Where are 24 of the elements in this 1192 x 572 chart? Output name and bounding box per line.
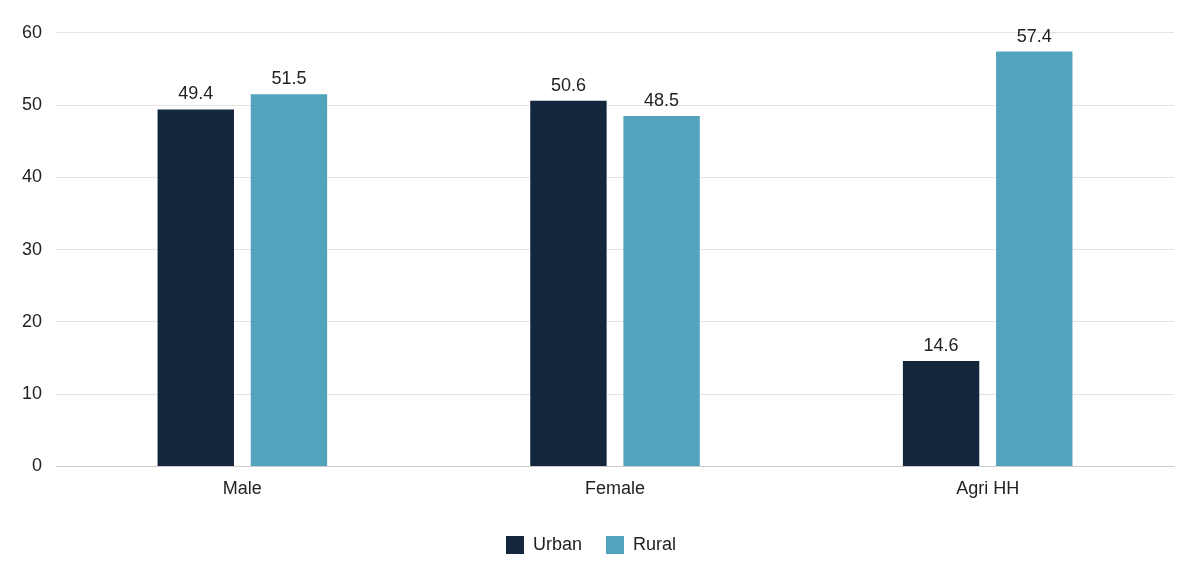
data-label: 50.6 (550, 74, 586, 95)
x-tick-label: Agri HH (956, 478, 1020, 499)
y-tick-label: 20 (21, 310, 43, 331)
bar (530, 100, 607, 466)
x-tick-label: Male (222, 478, 262, 499)
y-tick-label: 40 (21, 166, 43, 187)
bar (902, 360, 980, 466)
legend-label: Urban (532, 533, 583, 554)
y-tick-label: 60 (21, 21, 43, 42)
x-tick-label: Female (585, 478, 646, 499)
y-tick-label: 10 (21, 383, 43, 404)
bar (250, 94, 328, 466)
data-label: 51.5 (271, 68, 307, 89)
data-label: 48.5 (644, 89, 680, 110)
y-tick-label: 30 (21, 238, 43, 259)
y-tick-label: 0 (32, 455, 43, 476)
bar (157, 109, 234, 466)
legend-label: Rural (633, 533, 677, 554)
data-label: 49.4 (178, 83, 214, 104)
y-tick-label: 50 (21, 94, 43, 115)
bar (996, 51, 1073, 466)
bar (623, 115, 700, 466)
data-label: 57.4 (1016, 25, 1052, 46)
data-label: 14.6 (923, 334, 959, 355)
